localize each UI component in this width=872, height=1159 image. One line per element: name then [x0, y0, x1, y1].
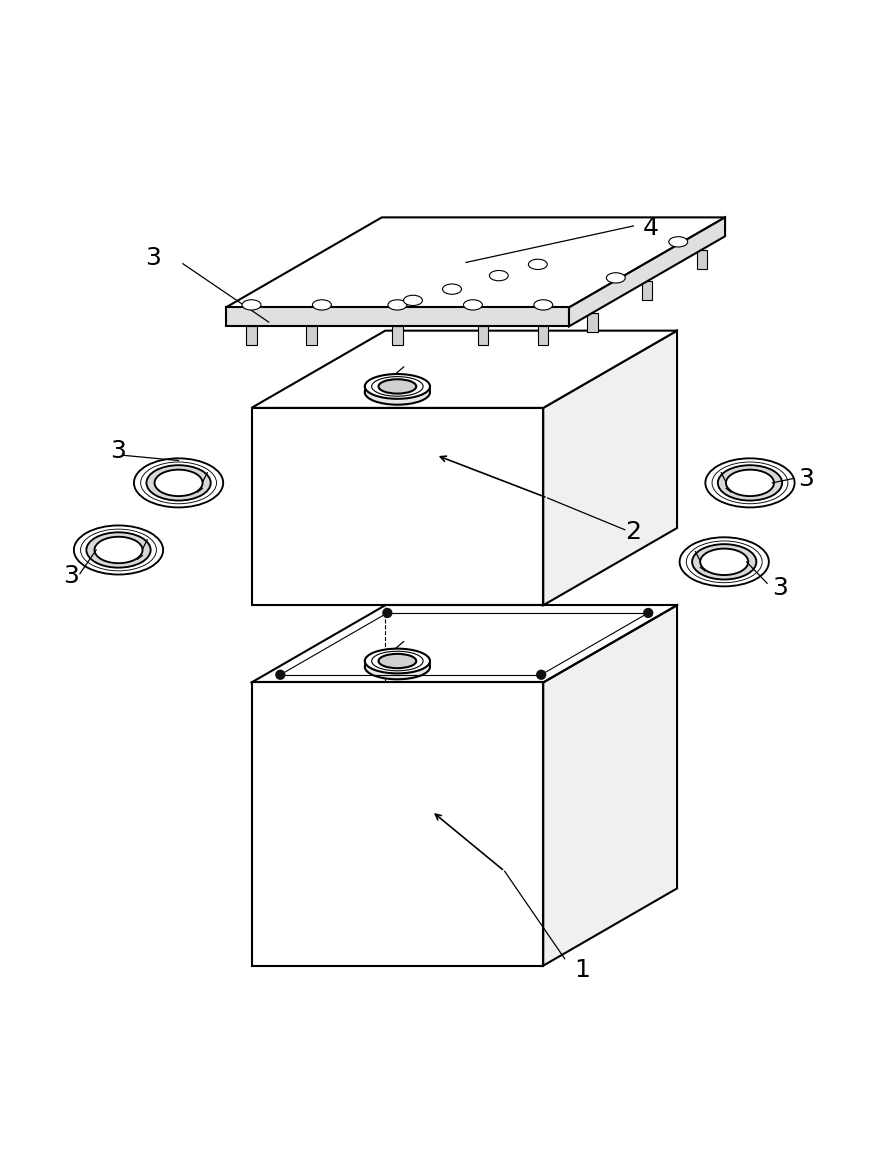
Ellipse shape	[134, 458, 223, 508]
Text: 3: 3	[64, 563, 79, 588]
Ellipse shape	[94, 537, 142, 563]
Polygon shape	[392, 327, 403, 345]
Circle shape	[643, 607, 653, 618]
Ellipse shape	[364, 374, 430, 399]
Ellipse shape	[242, 300, 261, 311]
Ellipse shape	[371, 651, 423, 671]
Ellipse shape	[404, 296, 422, 306]
Polygon shape	[538, 327, 548, 345]
Circle shape	[276, 670, 285, 680]
Ellipse shape	[705, 458, 794, 508]
Ellipse shape	[669, 236, 688, 247]
Polygon shape	[306, 327, 317, 345]
Ellipse shape	[378, 654, 416, 669]
Ellipse shape	[679, 538, 769, 586]
Text: 1: 1	[574, 958, 589, 982]
Ellipse shape	[154, 469, 202, 496]
Text: 3: 3	[111, 439, 126, 464]
Polygon shape	[226, 218, 725, 307]
Polygon shape	[251, 408, 543, 605]
Ellipse shape	[606, 272, 625, 283]
Polygon shape	[543, 605, 677, 965]
Text: 3: 3	[145, 246, 160, 270]
Ellipse shape	[388, 300, 407, 311]
Text: 2: 2	[625, 520, 642, 545]
Text: 3: 3	[798, 467, 814, 490]
Ellipse shape	[700, 548, 748, 575]
Ellipse shape	[86, 532, 151, 568]
Polygon shape	[251, 683, 543, 965]
Ellipse shape	[692, 545, 756, 580]
Polygon shape	[543, 330, 677, 605]
Ellipse shape	[146, 465, 211, 501]
Polygon shape	[251, 330, 677, 408]
Ellipse shape	[718, 465, 782, 501]
Ellipse shape	[378, 379, 416, 394]
Polygon shape	[226, 307, 569, 327]
Ellipse shape	[312, 300, 331, 311]
Ellipse shape	[364, 655, 430, 679]
Ellipse shape	[534, 300, 553, 311]
Polygon shape	[247, 327, 256, 345]
Ellipse shape	[74, 525, 163, 575]
Ellipse shape	[364, 380, 430, 404]
Ellipse shape	[371, 377, 423, 396]
Text: 3: 3	[772, 576, 788, 599]
Ellipse shape	[443, 284, 461, 294]
Text: 4: 4	[643, 216, 658, 240]
Polygon shape	[697, 250, 707, 269]
Circle shape	[382, 607, 392, 618]
Ellipse shape	[726, 469, 774, 496]
Ellipse shape	[489, 270, 508, 280]
Ellipse shape	[364, 649, 430, 673]
Polygon shape	[642, 282, 652, 300]
Polygon shape	[569, 218, 725, 327]
Ellipse shape	[463, 300, 482, 311]
Circle shape	[536, 670, 547, 680]
Polygon shape	[587, 313, 597, 331]
Ellipse shape	[528, 260, 548, 270]
Polygon shape	[478, 327, 488, 345]
